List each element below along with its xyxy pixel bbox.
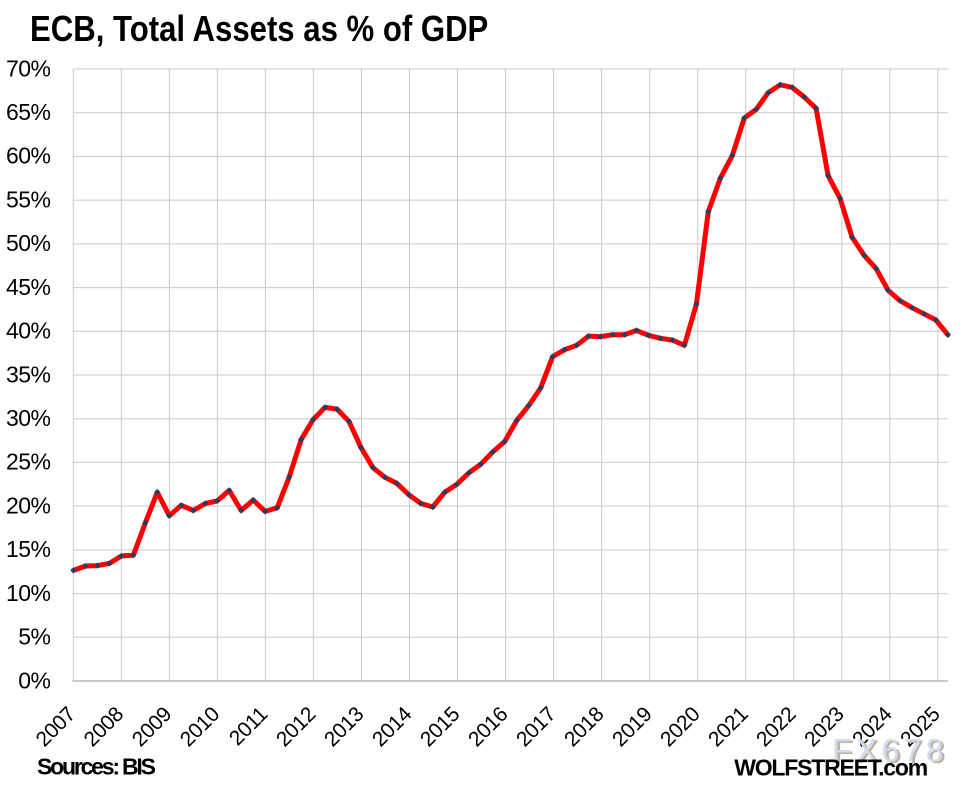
- svg-text:65%: 65%: [6, 99, 51, 125]
- svg-text:70%: 70%: [6, 55, 51, 81]
- svg-text:45%: 45%: [6, 274, 51, 300]
- svg-text:0%: 0%: [18, 667, 50, 693]
- svg-text:FX678: FX678: [835, 734, 951, 770]
- svg-text:15%: 15%: [6, 536, 51, 562]
- svg-text:ECB, Total Assets as % of GDP: ECB, Total Assets as % of GDP: [30, 10, 488, 50]
- svg-text:25%: 25%: [6, 449, 51, 475]
- svg-text:WOLFSTREET.com: WOLFSTREET.com: [734, 755, 928, 781]
- svg-text:Sources: BIS: Sources: BIS: [37, 754, 156, 780]
- svg-text:10%: 10%: [6, 580, 51, 606]
- svg-text:30%: 30%: [6, 405, 51, 431]
- svg-text:60%: 60%: [6, 143, 51, 169]
- svg-text:FX678: FX678: [832, 733, 948, 769]
- svg-text:40%: 40%: [6, 318, 51, 344]
- svg-text:55%: 55%: [6, 186, 51, 212]
- svg-text:5%: 5%: [18, 624, 50, 650]
- svg-text:50%: 50%: [6, 230, 51, 256]
- svg-text:35%: 35%: [6, 361, 51, 387]
- svg-text:20%: 20%: [6, 492, 51, 518]
